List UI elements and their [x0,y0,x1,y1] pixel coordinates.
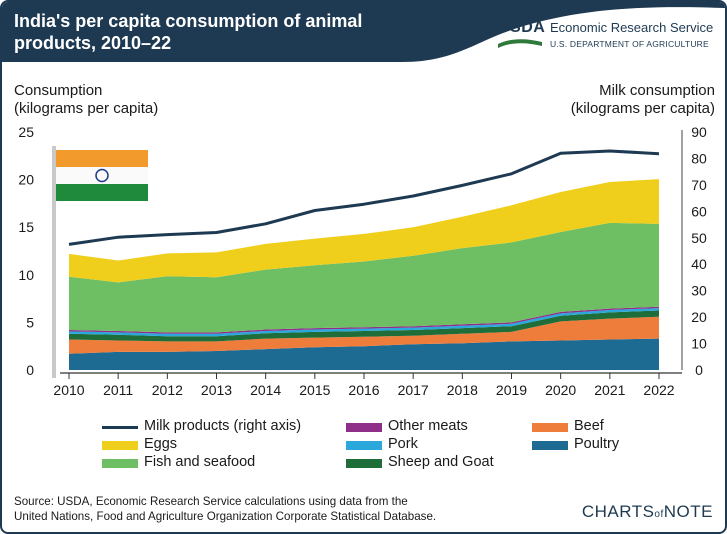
agency-department: U.S. DEPARTMENT OF AGRICULTURE [550,39,709,49]
x-tick-label: 2020 [545,382,576,398]
legend-label-poultry: Poultry [574,436,620,452]
flag-pole [52,146,56,378]
legend-label-sheep: Sheep and Goat [388,454,494,470]
left-tick-label: 5 [26,314,34,330]
legend-swatch-sheep [346,459,382,468]
brand-note: NOTE [663,502,713,521]
brand-charts: CHARTS [581,502,655,521]
agency-name: Economic Research Service [550,20,714,35]
x-axis: 2010 2011 2012 2013 2014 2015 2016 2017 2018 2019… [53,372,682,398]
right-tick-label: 90 [691,124,707,140]
legend-label-eggs: Eggs [144,436,178,452]
milk-products-line [68,149,660,246]
right-tick-label: 70 [691,177,707,193]
left-tick-label: 10 [18,267,34,283]
x-tick-label: 2022 [643,382,674,398]
legend-swatch-pork [346,441,382,450]
legend-swatch-fish [102,459,138,468]
legend-swatch-other-meats [346,423,382,432]
flag-green-band [56,184,148,201]
legend-label-other-meats: Other meats [388,418,468,434]
left-tick-label: 25 [18,124,34,140]
right-tick-label: 30 [691,283,707,299]
x-tick-label: 2016 [348,382,379,398]
legend-label-pork: Pork [388,436,418,452]
left-axis-label: Consumption (kilograms per capita) [14,82,159,117]
usda-logo: USDA [498,16,546,48]
right-tick-label: 20 [691,309,707,325]
legend-swatch-eggs [102,441,138,450]
x-tick-label: 2021 [594,382,625,398]
legend-label-beef: Beef [574,418,604,434]
legend-label-milk: Milk products (right axis) [144,418,302,434]
source-note: Source: USDA, Economic Research Service … [14,495,437,523]
india-flag-icon [52,146,148,378]
header-shape [2,2,725,62]
left-tick-label: 0 [26,362,34,378]
right-tick-label: 80 [691,150,707,166]
left-tick-label: 20 [18,172,34,188]
chart-title: India's per capita consumption of animal… [14,11,363,53]
x-tick-label: 2015 [299,382,330,398]
legend-swatch-beef [532,423,568,432]
right-tick-label: 0 [695,362,703,378]
area-fish [69,222,659,333]
header-background [2,2,725,62]
charts-of-note-logo: CHARTSofNOTE [582,502,713,522]
right-tick-label: 60 [691,203,707,219]
area-eggs [69,179,659,283]
x-tick-label: 2013 [201,382,232,398]
x-tick-label: 2018 [447,382,478,398]
legend-swatch-milk [102,426,138,429]
agency-logo: USDA Economic Research Service U.S. DEPA… [498,16,720,54]
x-tick-label: 2014 [250,382,281,398]
area-pork [69,308,659,337]
area-beef [69,316,659,354]
usda-swoosh-icon [498,39,542,48]
area-poultry [69,338,659,370]
left-tick-label: 15 [18,219,34,235]
stacked-areas [69,179,659,370]
left-axis-ticks: 0 5 10 15 20 25 [18,124,34,378]
header-banner: India's per capita consumption of animal… [2,2,725,62]
area-sheep [69,310,659,342]
area-other_meats [69,306,659,334]
x-tick-label: 2010 [53,382,84,398]
x-tick-label: 2019 [496,382,527,398]
brand-of: of [654,509,664,520]
flag-chakra [95,168,109,183]
legend-label-fish: Fish and seafood [144,454,256,470]
right-tick-label: 50 [691,230,707,246]
right-tick-label: 10 [691,336,707,352]
legend: Milk products (right axis) Other meats B… [102,418,662,476]
flag-white-band [56,167,148,184]
flag-saffron-band [56,150,148,167]
right-axis-ticks: 0 10 20 30 40 50 60 70 80 90 [681,124,707,378]
x-tick-label: 2012 [152,382,183,398]
x-tick-label: 2011 [103,382,133,398]
x-tick-label: 2017 [398,382,429,398]
right-axis-label: Milk consumption (kilograms per capita) [570,82,715,117]
right-tick-label: 40 [691,256,707,272]
legend-swatch-poultry [532,441,568,450]
milk-line-layer [68,149,660,246]
usda-logo-text: USDA [498,19,546,36]
